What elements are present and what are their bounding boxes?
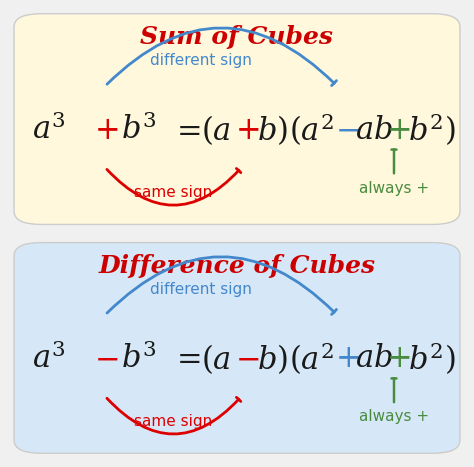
Text: $a^3$: $a^3$ [32, 343, 66, 375]
Text: $b)$: $b)$ [257, 342, 289, 376]
Text: different sign: different sign [150, 53, 252, 68]
Text: same sign: same sign [134, 185, 212, 200]
Text: $-$: $-$ [335, 114, 359, 146]
Text: $-$: $-$ [94, 343, 118, 375]
Text: $+$: $+$ [94, 114, 118, 146]
Text: $=$: $=$ [171, 343, 201, 375]
Text: $+$: $+$ [235, 114, 259, 146]
Text: $b^3$: $b^3$ [121, 343, 157, 375]
Text: $+$: $+$ [386, 114, 410, 146]
FancyBboxPatch shape [14, 242, 460, 453]
Text: $(a$: $(a$ [201, 113, 231, 147]
Text: $b^2)$: $b^2)$ [408, 340, 456, 377]
Text: $b^2)$: $b^2)$ [408, 112, 456, 149]
Text: $=$: $=$ [171, 114, 201, 146]
Text: Sum of Cubes: Sum of Cubes [140, 25, 334, 49]
Text: $(a$: $(a$ [201, 342, 231, 376]
Text: $a^3$: $a^3$ [32, 114, 66, 146]
Text: different sign: different sign [150, 282, 252, 297]
Text: $-$: $-$ [235, 343, 259, 375]
Text: $(a^2$: $(a^2$ [289, 340, 334, 377]
Text: $+$: $+$ [335, 343, 359, 375]
Text: always +: always + [359, 410, 429, 425]
Text: $ab$: $ab$ [356, 343, 393, 375]
Text: same sign: same sign [134, 414, 212, 429]
Text: $+$: $+$ [386, 343, 410, 375]
FancyBboxPatch shape [14, 14, 460, 225]
Text: $b)$: $b)$ [257, 113, 289, 147]
Text: $ab$: $ab$ [356, 114, 393, 146]
Text: $b^3$: $b^3$ [121, 114, 157, 146]
Text: Difference of Cubes: Difference of Cubes [99, 254, 375, 277]
Text: $(a^2$: $(a^2$ [289, 112, 334, 149]
Text: always +: always + [359, 181, 429, 196]
